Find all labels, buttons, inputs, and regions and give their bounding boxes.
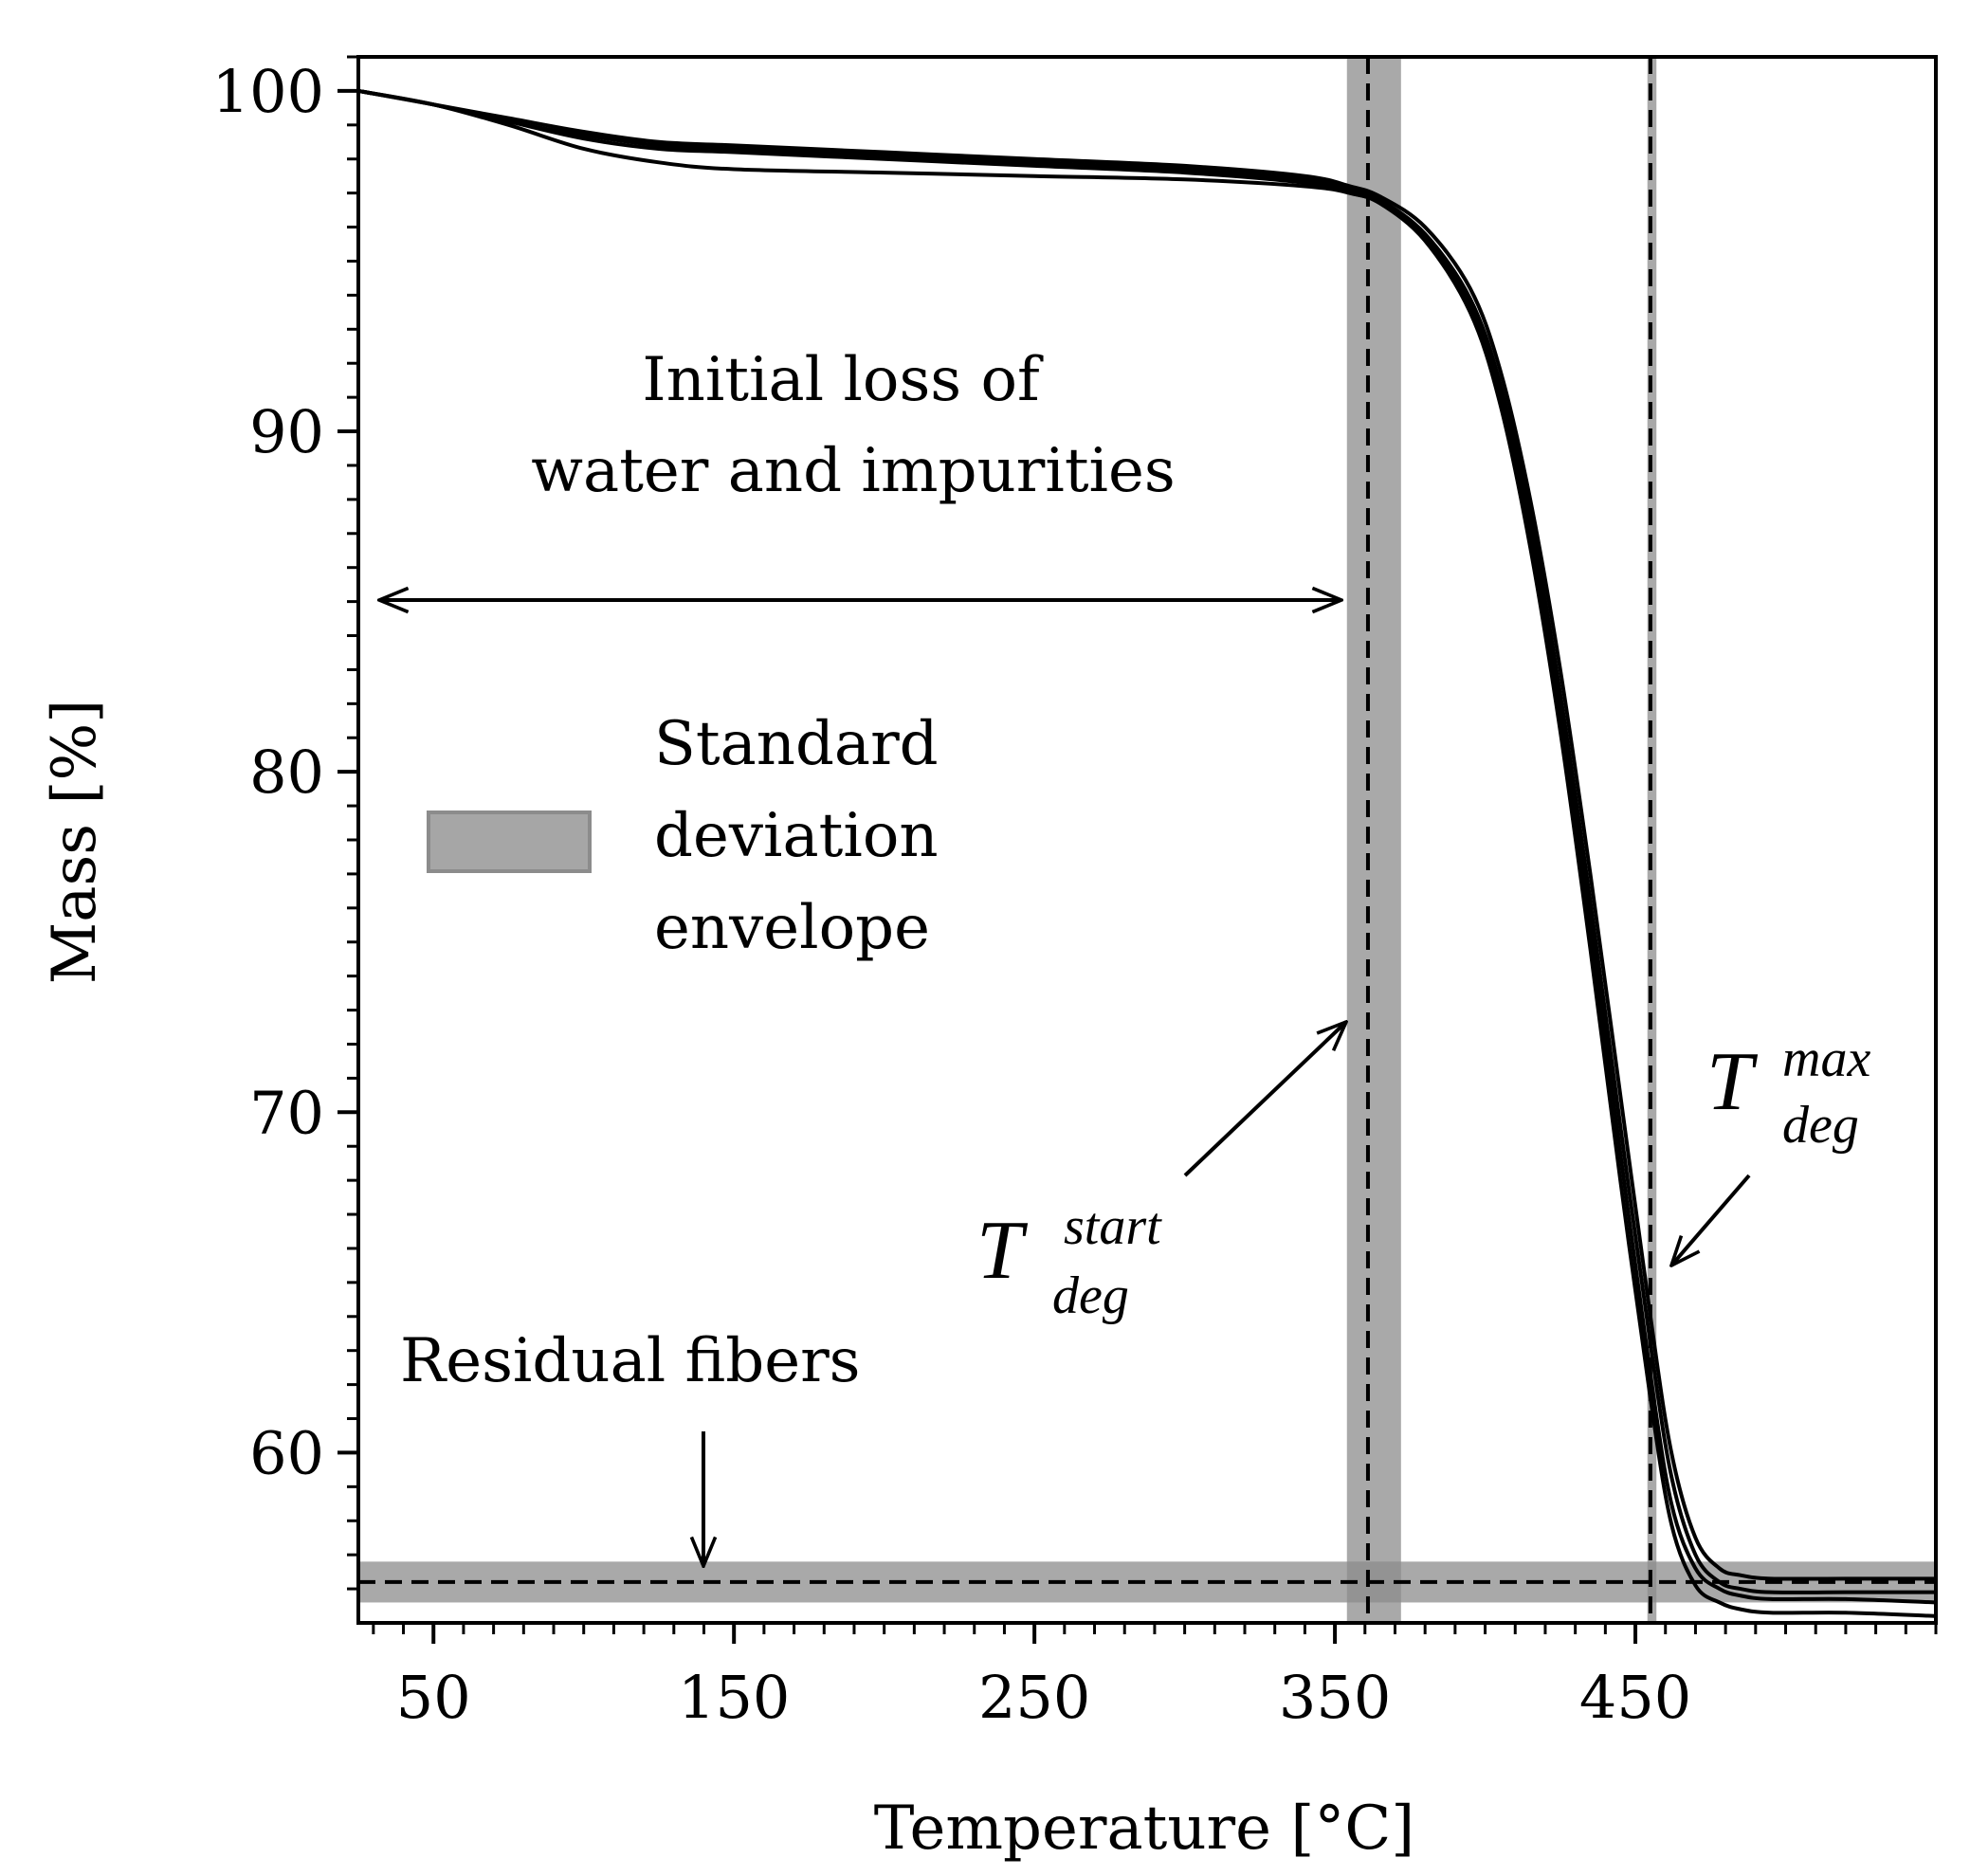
y-tick-label: 70 bbox=[249, 1078, 324, 1147]
t-start-annotation: T start deg bbox=[976, 1022, 1346, 1325]
x-tick-label: 250 bbox=[978, 1663, 1090, 1732]
legend: Standard deviation envelope bbox=[427, 709, 939, 963]
mass-curves bbox=[357, 88, 1937, 1618]
y-tick-label: 60 bbox=[249, 1418, 324, 1487]
x-tick-label: 350 bbox=[1279, 1663, 1391, 1732]
legend-label-line2: deviation bbox=[654, 801, 939, 871]
t-max-subscript: deg bbox=[1782, 1096, 1859, 1155]
x-tick-label: 450 bbox=[1579, 1663, 1691, 1732]
x-tick-label: 150 bbox=[678, 1663, 790, 1732]
t-max-superscript: max bbox=[1782, 1029, 1870, 1088]
mass-curve-4 bbox=[357, 88, 1937, 1618]
y-tick-label: 80 bbox=[249, 738, 324, 807]
x-axis-title: Temperature [°C] bbox=[874, 1794, 1415, 1864]
y-axis-title: Mass [%] bbox=[40, 700, 110, 984]
initial-loss-text-line2: water and impurities bbox=[531, 436, 1175, 506]
y-tick-labels: 60 70 80 90 100 bbox=[212, 57, 324, 1488]
t-start-superscript: start bbox=[1064, 1197, 1162, 1256]
axis-ticks bbox=[337, 55, 1938, 1644]
t-start-subscript: deg bbox=[1052, 1266, 1129, 1325]
t-start-symbol: T bbox=[976, 1205, 1029, 1297]
t-max-arrow bbox=[1671, 1174, 1751, 1266]
mass-curve-3 bbox=[357, 88, 1937, 1605]
mass-curve-2 bbox=[357, 88, 1936, 1594]
y-tick-label: 90 bbox=[249, 397, 324, 466]
mass-curve-1 bbox=[357, 88, 1936, 1581]
t-start-band bbox=[1346, 57, 1401, 1623]
t-max-symbol: T bbox=[1706, 1036, 1759, 1128]
y-tick-label: 100 bbox=[212, 57, 324, 126]
initial-loss-text-line1: Initial loss of bbox=[642, 345, 1044, 415]
t-max-annotation: T max deg bbox=[1671, 1029, 1870, 1266]
t-start-arrow bbox=[1183, 1022, 1346, 1177]
x-tick-label: 50 bbox=[396, 1663, 471, 1732]
residual-fibers-text: Residual fibers bbox=[400, 1326, 861, 1396]
legend-swatch bbox=[427, 811, 592, 873]
legend-label-line1: Standard bbox=[654, 709, 939, 779]
legend-label-line3: envelope bbox=[654, 893, 930, 963]
x-tick-labels: 50 150 250 350 450 bbox=[396, 1663, 1691, 1732]
initial-loss-annotation: Initial loss of water and impurities bbox=[379, 345, 1341, 600]
residual-annotation: Residual fibers bbox=[400, 1326, 861, 1566]
